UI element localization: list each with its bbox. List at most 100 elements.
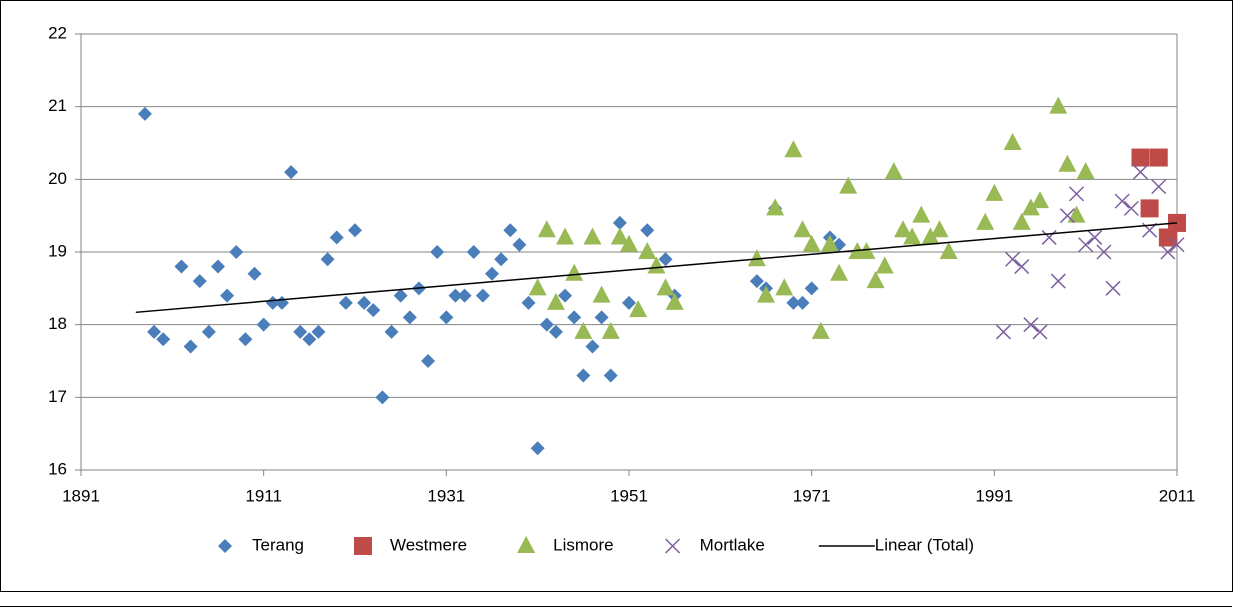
point <box>857 242 876 259</box>
point <box>1169 237 1185 253</box>
x-tick-label: 1951 <box>610 486 648 505</box>
point <box>1068 186 1085 202</box>
point <box>485 266 499 281</box>
point <box>448 288 463 303</box>
point <box>393 288 408 303</box>
point <box>574 321 593 339</box>
point <box>903 227 922 245</box>
point <box>866 271 885 289</box>
point <box>1021 198 1040 216</box>
point <box>1132 164 1149 180</box>
point <box>930 220 949 238</box>
point <box>556 227 575 245</box>
point <box>348 223 362 238</box>
point <box>284 165 299 180</box>
y-tick-label: 17 <box>48 387 67 406</box>
point <box>192 274 207 289</box>
legend-marker <box>353 537 372 555</box>
point <box>1014 259 1030 275</box>
x-tick-label: 1991 <box>975 486 1013 505</box>
point <box>256 317 271 332</box>
point <box>1023 317 1039 333</box>
point <box>320 252 335 267</box>
y-tick-label: 20 <box>48 169 67 188</box>
point <box>1003 133 1022 150</box>
point <box>183 339 198 354</box>
point <box>1058 154 1077 172</box>
point <box>329 230 344 245</box>
point <box>640 223 655 238</box>
point <box>156 332 171 347</box>
point <box>357 295 372 310</box>
point <box>658 252 673 267</box>
point <box>338 295 353 310</box>
point <box>1105 280 1121 296</box>
point <box>875 256 894 274</box>
point <box>201 324 216 339</box>
point <box>749 274 764 289</box>
point <box>647 256 666 274</box>
point <box>912 205 931 223</box>
point <box>622 295 636 310</box>
point <box>1160 244 1176 260</box>
point <box>985 183 1004 201</box>
point <box>548 324 563 339</box>
x-tick-label: 1931 <box>427 486 465 505</box>
point <box>375 390 390 405</box>
point <box>1078 237 1094 253</box>
point <box>247 266 262 281</box>
point <box>1114 193 1130 209</box>
point <box>174 259 189 274</box>
point <box>1158 228 1177 247</box>
point <box>592 285 611 303</box>
y-tick-label: 16 <box>48 459 67 478</box>
x-tick-label: 1971 <box>793 486 831 505</box>
point <box>211 259 225 274</box>
point <box>603 368 618 383</box>
point <box>939 242 958 259</box>
point <box>137 106 152 121</box>
point <box>811 321 830 339</box>
point <box>830 263 849 281</box>
point <box>567 310 582 325</box>
point <box>546 292 565 310</box>
point <box>512 237 527 252</box>
point <box>475 288 490 303</box>
point <box>302 332 317 347</box>
point <box>585 339 600 354</box>
point <box>539 317 554 332</box>
point <box>1123 200 1139 216</box>
point <box>1151 179 1167 195</box>
point <box>530 441 545 456</box>
point <box>976 212 995 230</box>
chart-frame <box>0 0 1233 592</box>
point <box>402 310 417 325</box>
point <box>293 324 308 339</box>
point <box>147 324 162 339</box>
point <box>1140 199 1159 218</box>
point <box>665 292 684 310</box>
point <box>1076 162 1095 180</box>
point <box>1059 208 1075 224</box>
point <box>238 332 253 347</box>
point <box>612 215 627 230</box>
point <box>757 285 775 303</box>
point <box>430 245 445 259</box>
point <box>565 263 584 281</box>
point <box>610 227 629 245</box>
point <box>1096 244 1112 260</box>
y-tick-label: 22 <box>48 23 67 42</box>
legend-marker <box>665 538 681 554</box>
point <box>786 295 801 310</box>
point <box>1087 229 1103 245</box>
point <box>921 227 940 245</box>
point <box>839 176 858 194</box>
point <box>1067 205 1086 223</box>
point <box>884 162 903 180</box>
point <box>1050 273 1066 289</box>
point <box>820 234 839 252</box>
point <box>629 300 648 318</box>
point <box>802 234 821 252</box>
point <box>1149 148 1168 167</box>
